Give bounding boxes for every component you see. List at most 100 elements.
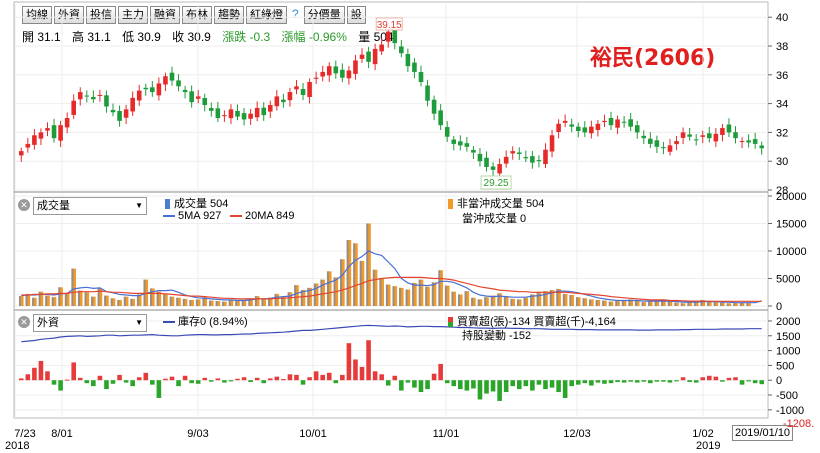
net-buy-bar — [294, 374, 299, 381]
volume-bar-edge — [693, 301, 696, 306]
net-buy-bar — [510, 380, 516, 387]
volume-bar — [235, 301, 240, 306]
candle-body — [484, 157, 489, 167]
y-tick-label: 0 — [776, 375, 782, 387]
volume-bar-edge — [202, 297, 205, 306]
net-buy-bar — [621, 380, 627, 383]
y-tick-label: 40 — [776, 12, 788, 24]
net-buy-bar — [648, 380, 653, 384]
net-buy-bar — [163, 378, 168, 381]
x-tick-label: 10/01 — [299, 428, 327, 440]
volume-bar — [523, 297, 529, 306]
volume-bar-edge — [195, 299, 198, 306]
volume-bar — [516, 299, 522, 306]
y-tick-label: -1000 — [776, 405, 804, 417]
volume-bar — [385, 284, 391, 306]
volume-bar-edge — [490, 295, 493, 306]
volume-bar — [77, 290, 83, 306]
net-buy-bar — [654, 380, 660, 382]
y-tick-label: 500 — [776, 360, 794, 372]
x-tick-label: 8/01 — [51, 428, 72, 440]
volume-bar-edge — [385, 284, 388, 306]
net-buy-bar — [661, 380, 666, 382]
volume-bar-edge — [628, 299, 631, 306]
toolbar-button-4[interactable]: 融資 — [150, 6, 180, 24]
net-buy-bar — [759, 380, 765, 385]
toolbar-button-2[interactable]: 投信 — [86, 6, 116, 24]
net-buy-bar — [700, 377, 706, 381]
volume-bar — [602, 300, 607, 306]
candle-body — [575, 126, 581, 131]
volume-bar-edge — [104, 295, 107, 306]
volume-bar — [549, 290, 555, 306]
volume-bar-edge — [287, 292, 290, 306]
candle-body — [628, 119, 633, 127]
candle-body — [530, 156, 535, 163]
toolbar-button-6[interactable]: 趨勢 — [214, 6, 244, 24]
x-tick-label: 1/02 — [692, 428, 713, 440]
volume-bar-edge — [340, 259, 343, 306]
toolbar-button-extra-1[interactable]: 設 — [346, 6, 366, 24]
net-buy-bar — [248, 380, 253, 382]
volume-bar — [215, 301, 221, 306]
volume-bar-edge — [130, 298, 133, 306]
candle-body — [195, 96, 201, 99]
volume-bar — [123, 296, 129, 306]
candle-body — [444, 127, 450, 137]
volume-select[interactable]: 成交量 ▼ — [33, 197, 147, 215]
toolbar-button-7[interactable]: 紅綠燈 — [246, 6, 287, 24]
candle-body — [51, 125, 57, 139]
volume-bar — [471, 297, 476, 306]
net-buy-bar — [693, 380, 699, 383]
net-buy-bar — [536, 380, 542, 385]
net-buy-bar — [274, 376, 280, 381]
volume-bar-edge — [680, 303, 683, 306]
volume-bar — [530, 294, 535, 306]
candle-body — [228, 109, 234, 119]
chart-border — [13, 1, 769, 419]
candle-body — [661, 147, 666, 149]
net-buy-bar — [58, 380, 63, 391]
net-buy-bar — [549, 380, 555, 388]
low-value: 低 30.9 — [122, 30, 161, 44]
volume-bar — [667, 301, 673, 306]
volume-bar-edge — [248, 298, 251, 306]
net-buy-bar — [320, 374, 325, 381]
help-icon[interactable]: ? — [292, 7, 299, 21]
year-label: 2018 — [5, 440, 29, 452]
net-buy-bar — [209, 380, 214, 382]
volume-bar — [510, 298, 516, 306]
toolbar-button-extra-0[interactable]: 分價量 — [303, 6, 345, 24]
stock-title: 裕民(2606) — [590, 46, 716, 71]
volume-bar-edge — [261, 298, 264, 306]
volume-bar-edge — [405, 289, 408, 306]
toolbar-button-3[interactable]: 主力 — [118, 6, 148, 24]
candle-body — [182, 89, 188, 93]
candle-body — [490, 166, 496, 170]
toolbar-button-0[interactable]: 均線 — [22, 6, 52, 24]
volume-bar — [648, 301, 653, 306]
volume-bar — [543, 291, 548, 306]
close-panel-icon[interactable]: ✕ — [18, 316, 30, 328]
nonday-swatch — [448, 199, 453, 210]
net-buy-bar — [372, 371, 378, 381]
net-buy-bar — [150, 380, 155, 385]
crosshair-date: 2019/01/10 — [732, 425, 794, 441]
volume-bar-edge — [621, 299, 624, 306]
toolbar-button-5[interactable]: 布林 — [182, 6, 212, 24]
volume-select-label: 成交量 — [37, 200, 70, 212]
volume-bar — [700, 299, 706, 306]
volume-bar-edge — [228, 299, 231, 306]
volume-bar — [222, 301, 227, 306]
foreign-select[interactable]: 外資 ▼ — [33, 314, 147, 332]
close-panel-icon[interactable]: ✕ — [18, 199, 30, 211]
net-buy-bar — [45, 371, 50, 381]
volume-bar — [71, 268, 76, 306]
volume-bar-edge — [169, 296, 172, 306]
volume-bar — [195, 299, 201, 306]
candle-body — [117, 110, 122, 121]
volume-bar-edge — [464, 291, 467, 306]
candle-body — [549, 135, 555, 152]
legend-net: 買賣超(張)-134 買賣超(千)-4,164 — [448, 313, 616, 329]
